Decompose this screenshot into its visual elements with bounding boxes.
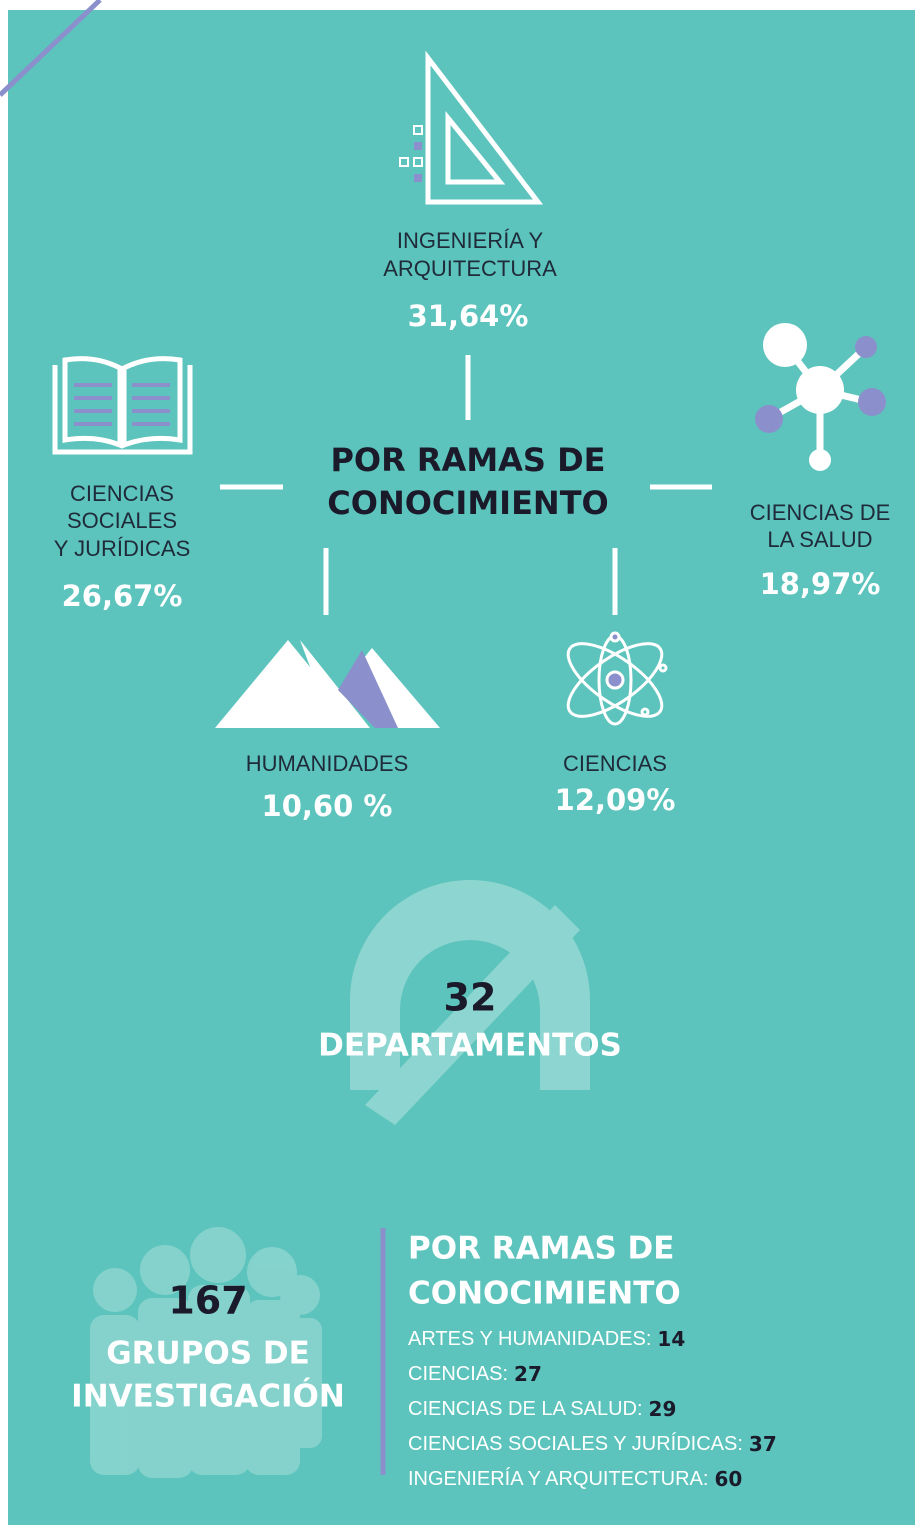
row-label: CIENCIAS DE LA SALUD: xyxy=(408,1398,643,1420)
branch-value: 12,09% xyxy=(555,783,676,817)
branch-label: HUMANIDADES xyxy=(246,751,409,776)
row-value: 27 xyxy=(514,1362,542,1386)
branch-label: ARQUITECTURA xyxy=(383,256,557,281)
breakdown-row: INGENIERÍA Y ARQUITECTURA: 60 xyxy=(408,1467,742,1491)
breakdown-row: CIENCIAS DE LA SALUD: 29 xyxy=(408,1397,676,1421)
row-label: ARTES Y HUMANIDADES: xyxy=(408,1328,651,1350)
branch-value: 10,60 % xyxy=(262,789,393,823)
infographic: INGENIERÍA Y ARQUITECTURA 31,64% CIENCIA… xyxy=(0,0,923,1537)
branch-label: CIENCIAS xyxy=(70,481,174,506)
groups-label: INVESTIGACIÓN xyxy=(71,1378,345,1415)
branch-label: CIENCIAS xyxy=(563,751,667,776)
branch-label: Y JURÍDICAS xyxy=(54,536,191,561)
row-label: CIENCIAS: xyxy=(408,1363,508,1385)
branch-value: 26,67% xyxy=(62,579,183,613)
breakdown-row: ARTES Y HUMANIDADES: 14 xyxy=(408,1327,685,1351)
branch-label: SOCIALES xyxy=(67,508,177,533)
groups-number: 167 xyxy=(168,1279,247,1323)
breakdown-row: CIENCIAS SOCIALES Y JURÍDICAS: 37 xyxy=(408,1432,777,1456)
row-value: 37 xyxy=(749,1432,777,1456)
section-title: POR RAMAS DE xyxy=(330,441,605,479)
branch-value: 31,64% xyxy=(408,299,529,333)
breakdown-title: CONOCIMIENTO xyxy=(408,1276,681,1312)
branch-value: 18,97% xyxy=(760,567,881,601)
departments-number: 32 xyxy=(444,976,497,1020)
departments-label: DEPARTAMENTOS xyxy=(318,1028,622,1064)
branch-label: CIENCIAS DE xyxy=(750,500,891,525)
breakdown-row: CIENCIAS: 27 xyxy=(408,1362,542,1386)
row-label: INGENIERÍA Y ARQUITECTURA: xyxy=(408,1467,708,1490)
row-value: 29 xyxy=(649,1397,677,1421)
row-value: 60 xyxy=(714,1467,742,1491)
row-label: CIENCIAS SOCIALES Y JURÍDICAS: xyxy=(408,1432,743,1455)
branch-label: LA SALUD xyxy=(767,527,872,552)
groups-label: GRUPOS DE xyxy=(106,1336,310,1372)
breakdown-title: POR RAMAS DE xyxy=(408,1231,674,1267)
branch-label: INGENIERÍA Y xyxy=(397,228,544,253)
row-value: 14 xyxy=(657,1327,685,1351)
section-title: CONOCIMIENTO xyxy=(327,484,608,522)
